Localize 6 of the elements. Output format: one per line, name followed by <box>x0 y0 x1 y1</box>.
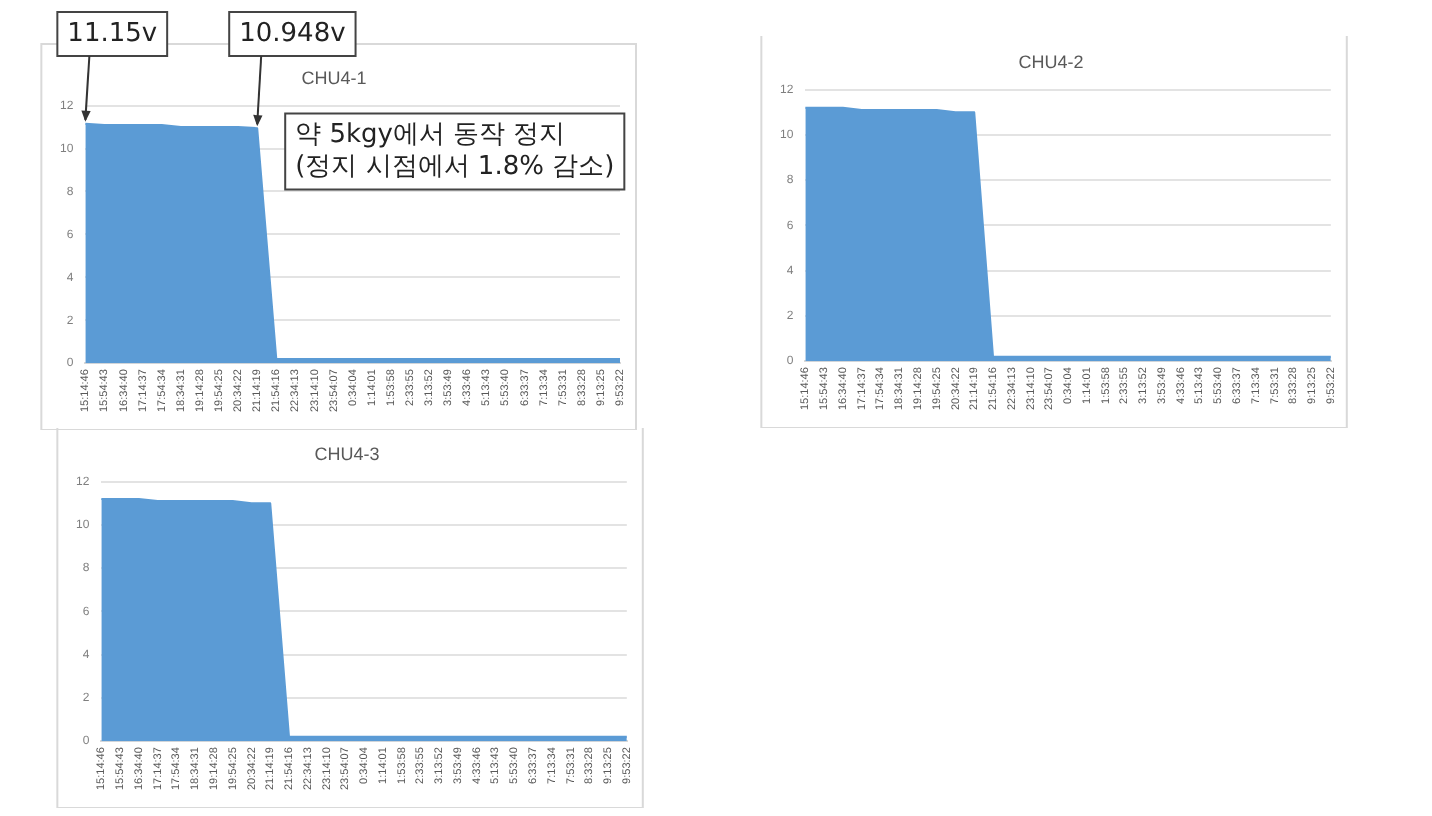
chart-title: CHU4-2 <box>1018 51 1084 72</box>
annotation: 11.15v <box>67 18 158 49</box>
annotation: 약 5kgy에서 동작 정지 (정지 시점에서 1.8% 감소) <box>295 120 615 183</box>
annotation: 10.948v <box>239 18 347 49</box>
chart-title: CHU4-3 <box>314 443 380 464</box>
chart-title: CHU4-1 <box>301 67 367 88</box>
